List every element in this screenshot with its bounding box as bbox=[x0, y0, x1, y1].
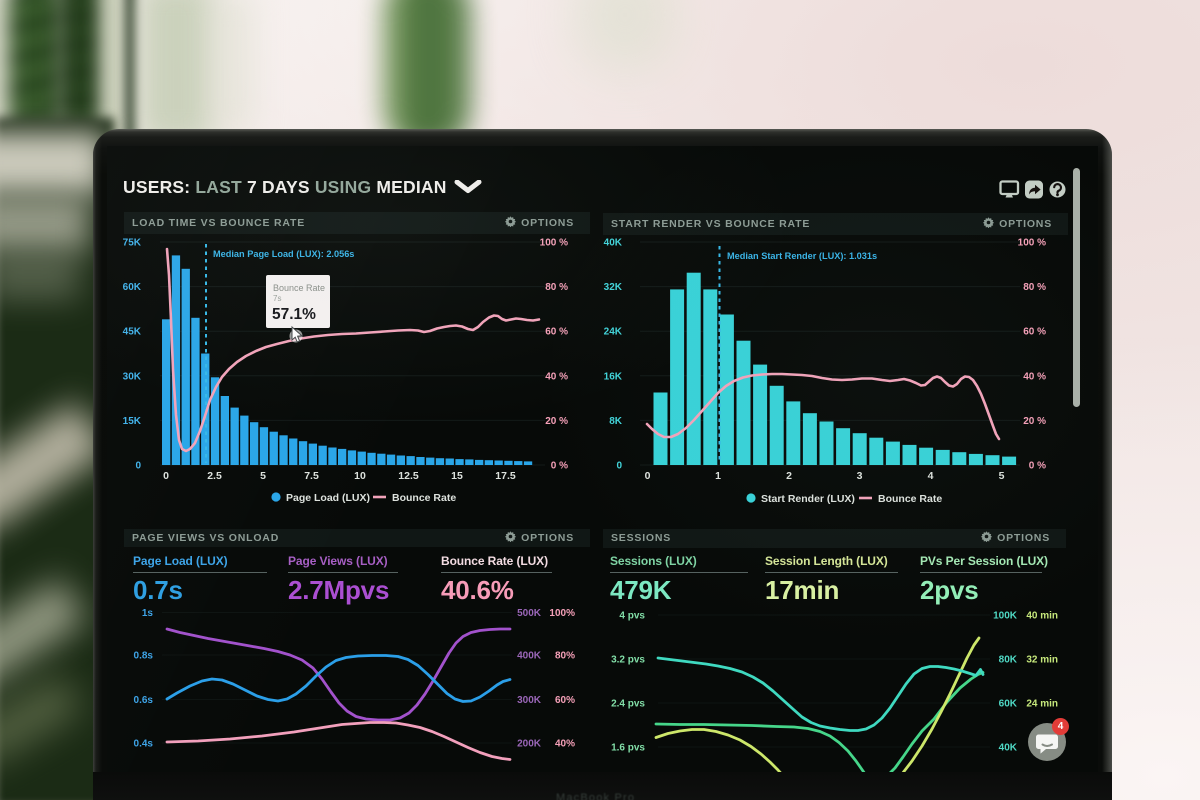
svg-text:400K: 400K bbox=[517, 651, 542, 662]
svg-text:8K: 8K bbox=[609, 416, 623, 427]
svg-text:60 %: 60 % bbox=[1023, 327, 1046, 338]
svg-text:Bounce Rate: Bounce Rate bbox=[273, 283, 325, 293]
svg-text:Bounce Rate: Bounce Rate bbox=[878, 493, 942, 505]
svg-text:12.5: 12.5 bbox=[398, 470, 419, 482]
svg-text:20 %: 20 % bbox=[545, 416, 568, 427]
svg-text:60K: 60K bbox=[999, 699, 1018, 710]
svg-text:20 %: 20 % bbox=[1023, 416, 1046, 427]
svg-text:1s: 1s bbox=[142, 608, 154, 619]
svg-text:3.2 pvs: 3.2 pvs bbox=[611, 655, 645, 666]
svg-text:0 %: 0 % bbox=[551, 461, 568, 472]
svg-text:32 min: 32 min bbox=[1026, 655, 1058, 666]
svg-text:57.1%: 57.1% bbox=[272, 306, 316, 323]
svg-text:80%: 80% bbox=[555, 651, 575, 662]
svg-text:7s: 7s bbox=[273, 294, 281, 303]
svg-text:15K: 15K bbox=[123, 416, 142, 427]
svg-text:500K: 500K bbox=[517, 608, 542, 619]
svg-text:40 %: 40 % bbox=[1023, 371, 1046, 382]
svg-text:45K: 45K bbox=[123, 327, 142, 338]
svg-text:100 %: 100 % bbox=[540, 238, 568, 249]
svg-text:0: 0 bbox=[163, 470, 169, 482]
svg-text:7.5: 7.5 bbox=[304, 470, 319, 482]
svg-text:Bounce Rate: Bounce Rate bbox=[392, 492, 456, 504]
svg-text:40K: 40K bbox=[999, 743, 1018, 754]
svg-text:4: 4 bbox=[928, 470, 934, 482]
svg-text:5: 5 bbox=[999, 470, 1005, 482]
svg-text:3: 3 bbox=[857, 470, 863, 482]
svg-text:80 %: 80 % bbox=[1023, 282, 1046, 293]
svg-text:60 %: 60 % bbox=[545, 327, 568, 338]
svg-text:40%: 40% bbox=[555, 739, 575, 750]
svg-text:30K: 30K bbox=[123, 371, 142, 382]
svg-text:17.5: 17.5 bbox=[495, 470, 516, 482]
svg-text:75K: 75K bbox=[123, 238, 142, 249]
svg-text:100%: 100% bbox=[549, 608, 575, 619]
svg-text:Median Start Render (LUX): 1.0: Median Start Render (LUX): 1.031s bbox=[727, 251, 877, 261]
svg-text:60%: 60% bbox=[555, 695, 575, 706]
svg-text:1.6 pvs: 1.6 pvs bbox=[611, 743, 645, 754]
svg-text:200K: 200K bbox=[517, 739, 542, 750]
svg-text:0.8s: 0.8s bbox=[134, 651, 154, 662]
svg-text:2: 2 bbox=[786, 470, 792, 482]
svg-text:4 pvs: 4 pvs bbox=[619, 611, 645, 622]
svg-text:60K: 60K bbox=[123, 282, 142, 293]
svg-text:80 %: 80 % bbox=[545, 282, 568, 293]
svg-text:10: 10 bbox=[354, 470, 366, 482]
svg-text:24K: 24K bbox=[604, 327, 623, 338]
svg-text:0: 0 bbox=[616, 461, 622, 472]
svg-text:40 min: 40 min bbox=[1026, 611, 1058, 622]
svg-text:40K: 40K bbox=[604, 238, 623, 249]
svg-text:80K: 80K bbox=[999, 655, 1018, 666]
svg-text:24 min: 24 min bbox=[1026, 699, 1058, 710]
svg-text:0: 0 bbox=[135, 461, 141, 472]
svg-text:15: 15 bbox=[451, 470, 463, 482]
svg-text:2.5: 2.5 bbox=[207, 470, 222, 482]
svg-text:2.4 pvs: 2.4 pvs bbox=[611, 699, 645, 710]
svg-text:Page Load (LUX): Page Load (LUX) bbox=[286, 492, 370, 504]
svg-text:32K: 32K bbox=[604, 282, 623, 293]
svg-text:0.4s: 0.4s bbox=[134, 739, 154, 750]
svg-text:0 %: 0 % bbox=[1029, 461, 1046, 472]
svg-text:100K: 100K bbox=[993, 611, 1018, 622]
svg-text:Start Render (LUX): Start Render (LUX) bbox=[761, 493, 855, 505]
svg-text:1: 1 bbox=[715, 470, 721, 482]
svg-text:0: 0 bbox=[645, 470, 651, 482]
svg-text:5: 5 bbox=[260, 470, 266, 482]
svg-text:100 %: 100 % bbox=[1018, 238, 1046, 249]
svg-text:16K: 16K bbox=[604, 371, 623, 382]
svg-text:300K: 300K bbox=[517, 695, 542, 706]
svg-text:0.6s: 0.6s bbox=[134, 695, 154, 706]
svg-text:40 %: 40 % bbox=[545, 371, 568, 382]
svg-text:Median Page Load (LUX): 2.056s: Median Page Load (LUX): 2.056s bbox=[213, 249, 354, 259]
